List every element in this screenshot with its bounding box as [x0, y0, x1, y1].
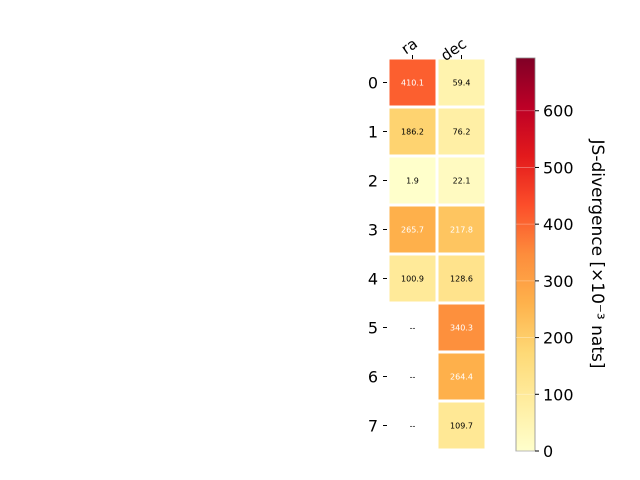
colorbar-ticks: 0 100 200 300 400 500 600: [516, 102, 574, 461]
heatmap-cell: [389, 108, 436, 155]
heatmap-cell: [389, 59, 436, 106]
colorbar-tick-label: 100: [543, 385, 574, 404]
row-tick-label: 7: [368, 417, 378, 436]
row-tick-label: 3: [368, 221, 378, 240]
row-tick-label: 1: [368, 123, 378, 142]
colorbar-tick-label: 400: [543, 215, 574, 234]
heatmap-cell: [438, 353, 485, 400]
cell-value-label: 128.6: [450, 275, 473, 284]
cell-value-label: 100.9: [401, 275, 424, 284]
row-tick-label: 5: [368, 319, 378, 338]
cell-missing-label: --: [410, 422, 416, 431]
heatmap-cell: [438, 255, 485, 302]
row-tick-label: 4: [368, 270, 378, 289]
cell-value-label: 22.1: [453, 177, 471, 186]
colorbar-tick-label: 500: [543, 158, 574, 177]
heatmap-cell: [389, 206, 436, 253]
cell-value-label: 217.8: [450, 226, 473, 235]
heatmap-cell: [438, 59, 485, 106]
colorbar-label: JS-divergence [×10⁻³ nats]: [587, 139, 607, 369]
cell-missing-label: --: [410, 373, 416, 382]
cell-value-label: 340.3: [450, 324, 473, 333]
heatmap-cell: [438, 108, 485, 155]
heatmap-cell-labels: 410.1 59.4 186.2 76.2 1.9 22.1 265.7 217.8 100.9…: [401, 79, 473, 431]
cell-value-label: 410.1: [401, 79, 424, 88]
heatmap-cell: [389, 157, 436, 204]
colorbar-tick-label: 0: [543, 442, 553, 461]
colorbar-tick-label: 300: [543, 272, 574, 291]
colorbar: [515, 57, 536, 452]
colorbar-gradient: [515, 57, 536, 452]
heatmap-cell: [389, 255, 436, 302]
colorbar-tick-label: 200: [543, 329, 574, 348]
heatmap-cell: [438, 304, 485, 351]
cell-missing-label: --: [410, 324, 416, 333]
row-tick-label: 2: [368, 172, 378, 191]
cell-value-label: 264.4: [450, 373, 473, 382]
colorbar-tick-label: 600: [543, 102, 574, 121]
heatmap-cells: [389, 59, 485, 449]
cell-value-label: 1.9: [406, 177, 419, 186]
cell-value-label: 76.2: [453, 128, 471, 137]
cell-value-label: 59.4: [453, 79, 471, 88]
row-tick-label: 6: [368, 368, 378, 387]
row-tick-label: 0: [368, 74, 378, 93]
heatmap-cell: [438, 157, 485, 204]
row-axis: 0 1 2 3 4 5 6 7: [368, 74, 387, 436]
column-tick-label: ra: [398, 35, 421, 59]
cell-value-label: 109.7: [450, 422, 473, 431]
cell-value-label: 265.7: [401, 226, 424, 235]
heatmap-cell: [438, 402, 485, 449]
cell-value-label: 186.2: [401, 128, 424, 137]
heatmap-cell: [438, 206, 485, 253]
